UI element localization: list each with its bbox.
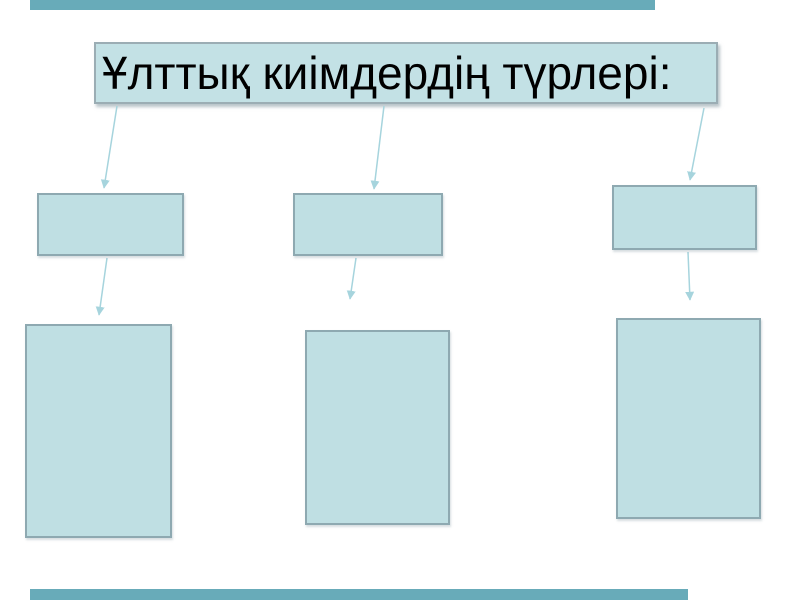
connector-title-to-small-1 xyxy=(100,105,118,189)
connector-title-to-small-2 xyxy=(370,105,385,190)
large-placeholder-box-2 xyxy=(305,330,450,525)
connector-small3-to-large3 xyxy=(685,251,695,301)
slide-title-text: Ұлттық киімдердің түрлері: xyxy=(102,47,672,99)
small-placeholder-box-3 xyxy=(612,185,757,250)
small-placeholder-box-2 xyxy=(293,193,443,256)
connector-title-to-small-3 xyxy=(687,107,705,181)
large-placeholder-box-3 xyxy=(616,318,761,519)
connector-small1-to-large1 xyxy=(95,257,108,316)
bottom-edge-decoration-bar xyxy=(30,589,688,600)
connector-small2-to-large2 xyxy=(346,257,357,300)
small-placeholder-box-1 xyxy=(37,193,184,256)
slide-title-box: Ұлттық киімдердің түрлері: xyxy=(94,42,718,104)
top-edge-decoration-bar xyxy=(30,0,655,10)
large-placeholder-box-1 xyxy=(25,324,172,538)
